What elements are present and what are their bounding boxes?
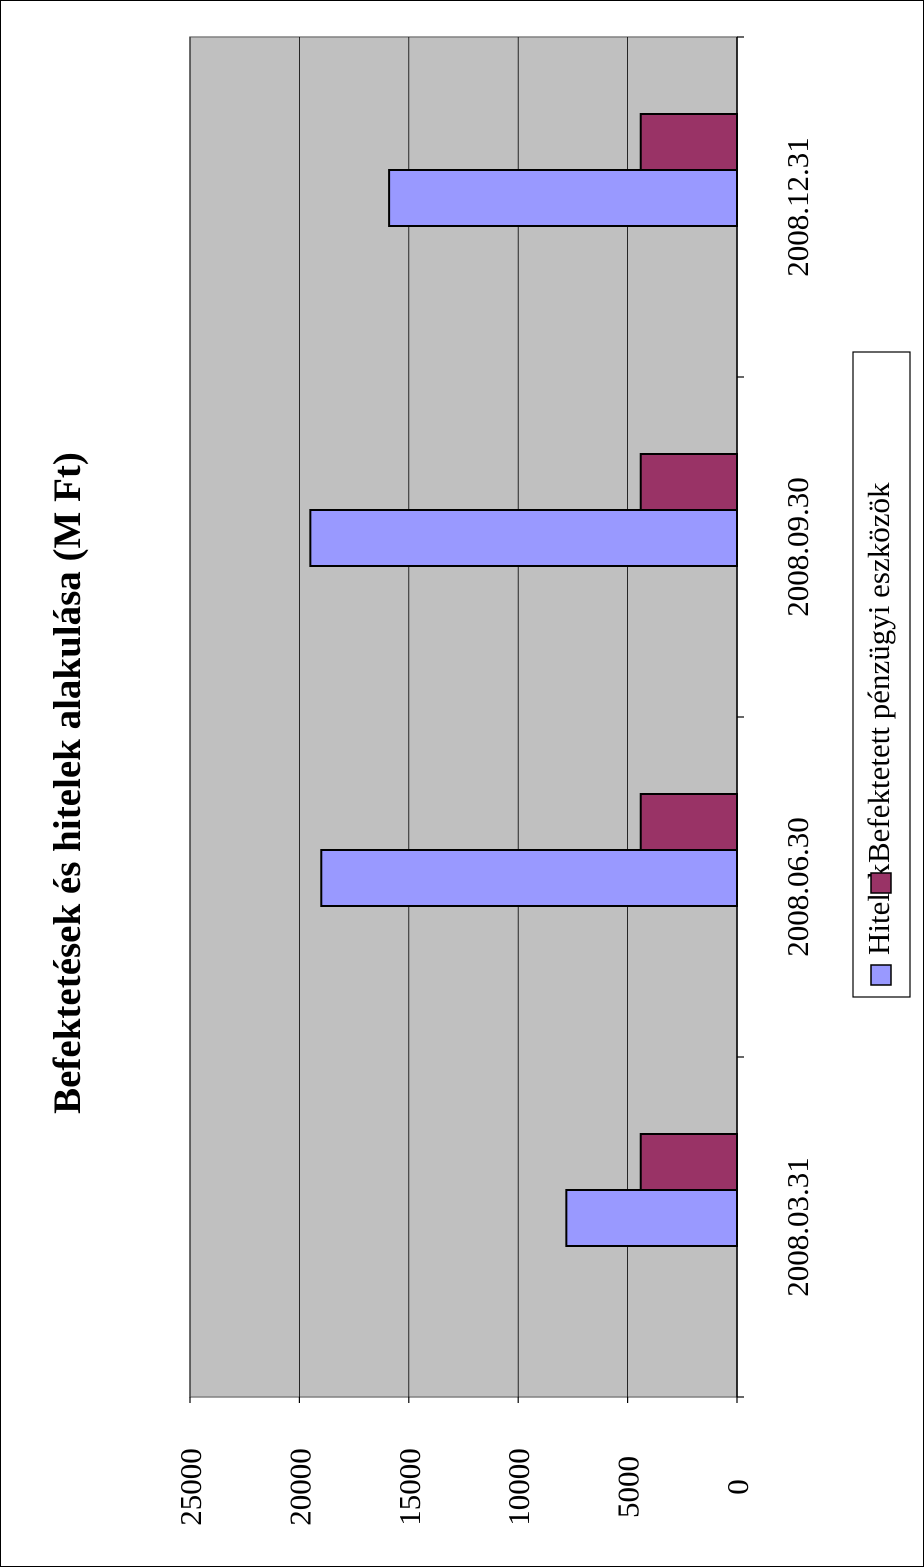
bars bbox=[309, 113, 739, 1247]
value-tick-label: 10000 bbox=[501, 1448, 536, 1526]
axis-labels: 0 5000 10000 15000 20000 25000 2008.03.31 2008.… bbox=[173, 137, 815, 1526]
category-label: 2008.09.30 bbox=[780, 477, 815, 617]
legend-label: Befektetett pénzügyi eszközök bbox=[861, 482, 896, 863]
category-label: 2008.12.31 bbox=[780, 137, 815, 277]
value-tick-label: 0 bbox=[720, 1479, 755, 1495]
bar-befektetett-penzugyi-eszkozok bbox=[639, 113, 739, 171]
category-label: 2008.06.30 bbox=[780, 817, 815, 957]
bar-befektetett-penzugyi-eszkozok bbox=[639, 793, 739, 851]
axis-ticks bbox=[189, 36, 744, 1403]
value-tick-label: 25000 bbox=[173, 1448, 208, 1526]
bar-hitelek bbox=[309, 509, 738, 567]
legend-swatch bbox=[870, 872, 892, 894]
value-tick-label: 5000 bbox=[611, 1456, 646, 1518]
value-tick-label: 20000 bbox=[282, 1448, 317, 1526]
category-label: 2008.03.31 bbox=[780, 1157, 815, 1297]
legend-swatch bbox=[870, 964, 892, 986]
gridlines bbox=[189, 37, 628, 1397]
bar-befektetett-penzugyi-eszkozok bbox=[639, 1133, 739, 1191]
bar-hitelek bbox=[320, 849, 738, 907]
bar-hitelek bbox=[388, 169, 738, 227]
value-tick-label: 15000 bbox=[392, 1448, 427, 1526]
chart-title: Befektetések és hitelek alakulása (M Ft) bbox=[46, 452, 89, 1114]
bar-hitelek bbox=[565, 1189, 738, 1247]
bar-befektetett-penzugyi-eszkozok bbox=[639, 453, 739, 511]
